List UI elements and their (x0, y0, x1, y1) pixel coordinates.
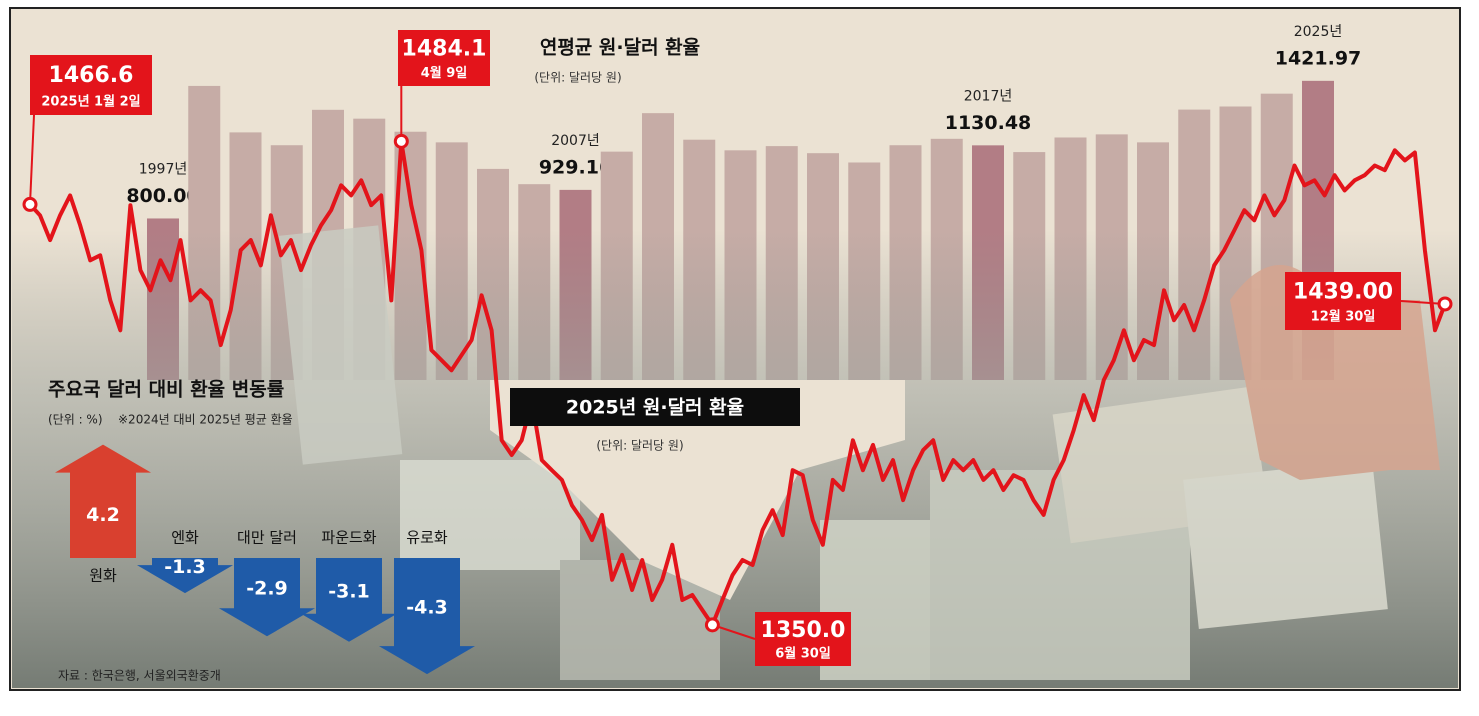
annotation-connector (29, 114, 35, 205)
bar-year-label: 2007년 (551, 133, 600, 149)
arrow-category-label: 유로화 (406, 529, 448, 547)
arrow-title: 주요국 달러 대비 환율 변동률 (48, 379, 284, 401)
arrow-value-label: -2.9 (246, 578, 288, 600)
arrow-note: ※2024년 대비 2025년 평균 환율 (118, 413, 293, 427)
annotation-point (393, 133, 409, 149)
annotation-date: 6월 30일 (775, 646, 831, 662)
arrow-category-label: 엔화 (171, 529, 199, 547)
bar-value-label: 929.16 (539, 156, 612, 178)
rate-line (28, 139, 1447, 627)
annotation-value: 1484.1 (402, 37, 487, 62)
annotation-date: 4월 9일 (421, 65, 468, 81)
arrow-value-label: -3.1 (328, 580, 370, 602)
annotation-box (755, 612, 851, 666)
annotation-box (398, 30, 490, 86)
annotation-value: 1350.0 (761, 618, 846, 643)
change-arrow (137, 558, 233, 594)
arrow-value-label: -4.3 (406, 597, 448, 619)
annotation-value: 1466.6 (49, 63, 134, 88)
change-arrow (301, 558, 397, 642)
source: 자료 : 한국은행, 서울외국환중개 (58, 668, 221, 683)
annotation-box (1285, 272, 1401, 330)
change-arrow (219, 558, 315, 637)
bar-subtitle: (단위: 달러당 원) (534, 71, 621, 85)
money-photo (278, 225, 1440, 680)
arrow-category-label: 대만 달러 (237, 529, 297, 547)
change-arrow (379, 558, 475, 675)
annotation-value: 1439.00 (1293, 279, 1393, 304)
bar-year-label: 1997년 (139, 161, 188, 177)
line-title: 2025년 원·달러 환율 (566, 397, 744, 419)
bar-value-label: 1130.48 (945, 112, 1032, 134)
bar-year-label: 2025년 (1294, 24, 1343, 40)
bar-year-label: 2017년 (964, 88, 1013, 104)
arrow-layer: 4.2 원화 -1.3 엔화 -2.9 대만 달러 -3.1 파운드화 -4.3 유로화 (55, 444, 475, 675)
arrow-category-label: 원화 (89, 567, 117, 585)
bar-value-label: 800.00 (126, 185, 199, 207)
annotation-point (22, 196, 38, 212)
arrow-value-label: -1.3 (164, 556, 206, 578)
curtain (490, 380, 905, 600)
annotation-box (30, 55, 152, 115)
bar-value-label: 1421.97 (1275, 47, 1362, 69)
change-arrow (55, 444, 151, 558)
annotation-date: 2025년 1월 2일 (41, 93, 140, 109)
bar-title: 연평균 원·달러 환율 (540, 37, 700, 59)
line-subtitle: (단위: 달러당 원) (596, 439, 683, 453)
annotation-point (1437, 296, 1453, 312)
annotation-date: 12월 30일 (1311, 309, 1376, 325)
line-layer: 1466.6 2025년 1월 2일 1484.1 4월 9일 1350.0 6월 30일… (22, 30, 1453, 666)
arrow-category-label: 파운드화 (321, 529, 376, 547)
line-title-box (510, 388, 800, 426)
arrow-subtitle: (단위 : %) (48, 413, 103, 427)
arrow-value-label: 4.2 (86, 504, 120, 526)
annotation-point (704, 617, 720, 633)
